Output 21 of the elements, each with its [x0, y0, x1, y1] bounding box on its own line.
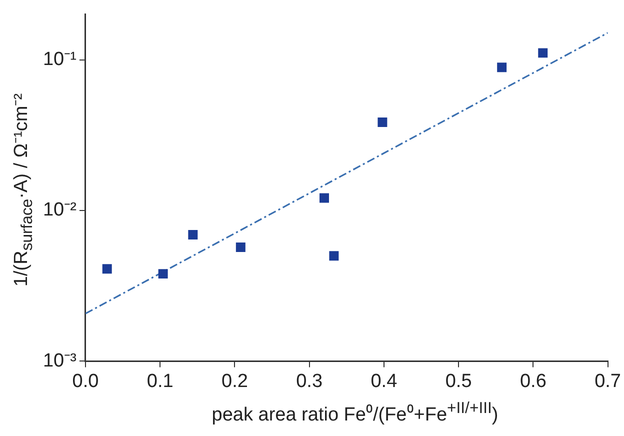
x-tick-label: 0.7: [594, 370, 622, 392]
y-tick-label: 10⁻²: [42, 200, 76, 221]
y-tick-label: 10⁻³: [42, 350, 76, 372]
x-tick-label: 0.4: [370, 370, 398, 392]
point: [236, 242, 246, 252]
point: [188, 230, 198, 240]
point: [538, 48, 548, 58]
point: [378, 118, 388, 127]
x-tick-label: 0.3: [296, 370, 323, 392]
y-tick-label: 10⁻¹: [42, 49, 76, 70]
point: [102, 264, 112, 274]
x-tick-label: 0.0: [72, 370, 99, 392]
point: [497, 62, 507, 72]
x-tick-label: 0.5: [445, 370, 472, 392]
point: [158, 269, 168, 279]
x-tick-label: 0.1: [146, 370, 174, 392]
point: [320, 193, 329, 203]
x-axis-title: peak area ratio Fe⁰/(Fe⁰+Fe$^{+II/+III}$): [212, 400, 498, 426]
x-tick-label: 0.2: [221, 370, 248, 392]
x-tick-label: 0.6: [520, 370, 546, 392]
point: [329, 251, 339, 261]
